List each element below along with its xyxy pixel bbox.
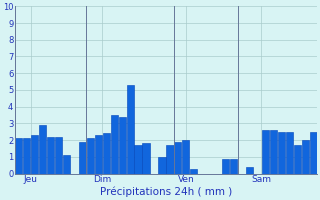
Bar (15, 138, 22, 174)
Bar (103, 133, 110, 174)
Bar (47, 137, 54, 174)
Bar (87, 138, 94, 174)
Bar (111, 115, 118, 174)
Bar (222, 159, 229, 174)
Bar (190, 169, 197, 174)
X-axis label: Précipitations 24h ( mm ): Précipitations 24h ( mm ) (100, 187, 232, 197)
Bar (166, 145, 173, 174)
Bar (270, 130, 277, 174)
Bar (286, 132, 293, 174)
Bar (95, 135, 102, 174)
Bar (31, 135, 38, 174)
Bar (142, 143, 150, 174)
Bar (134, 145, 142, 174)
Bar (262, 130, 269, 174)
Bar (182, 140, 189, 174)
Bar (23, 138, 30, 174)
Bar (119, 117, 126, 174)
Bar (302, 140, 309, 174)
Bar (294, 145, 301, 174)
Bar (63, 155, 70, 174)
Bar (126, 85, 134, 174)
Bar (246, 167, 253, 174)
Bar (310, 132, 317, 174)
Bar (55, 137, 62, 174)
Bar (158, 157, 165, 174)
Bar (79, 142, 86, 174)
Bar (278, 132, 285, 174)
Bar (174, 142, 181, 174)
Bar (230, 159, 237, 174)
Bar (39, 125, 46, 174)
